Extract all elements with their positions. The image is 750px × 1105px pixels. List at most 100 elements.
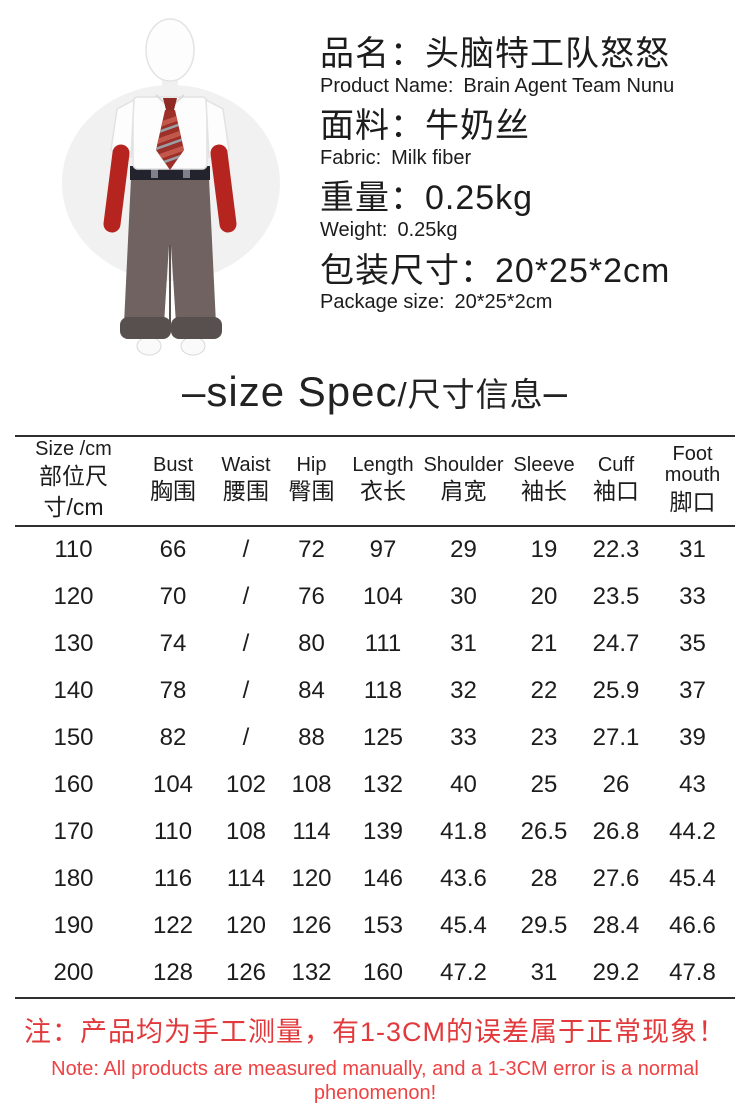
table-cell: 29 (450, 536, 477, 564)
table-cell: 25 (530, 771, 558, 799)
field-en-line: Fabric: Milk fiber (320, 147, 742, 169)
field-en-line: Package size: 20*25*2cm (320, 291, 742, 313)
tie-knot (163, 98, 177, 110)
table-cell: 146 (362, 865, 404, 893)
table-cell: 40 (450, 771, 477, 799)
table-cell: 19 (530, 536, 558, 564)
table-cell: 22 (530, 677, 558, 705)
table-cell: 31 (450, 630, 477, 658)
product-summary: 品名：头脑特工队怒怒 Product Name: Brain Agent Team… (0, 0, 750, 360)
col-header-size: Size /cm 部位尺寸/cm (35, 438, 112, 520)
table-cell: 140 (53, 677, 94, 705)
field-zh-value: 头脑特工队怒怒 (425, 35, 670, 73)
table-cell: 97 (369, 536, 397, 564)
table-cell: 35 (679, 630, 706, 658)
field-zh-label: 面料： (320, 107, 425, 146)
table-cell: 22.3 (592, 536, 640, 564)
col-header-cuff: Cuff 袖口 (593, 453, 639, 505)
heading-zh: 尺寸信息 (407, 376, 544, 413)
col-header-length: Length 衣长 (352, 453, 414, 505)
table-cell: 44.2 (669, 818, 716, 846)
field-zh-line: 面料：牛奶丝 (320, 106, 742, 147)
table-cell: 24.7 (592, 630, 640, 658)
table-row: 200 128 126 132 160 47.2 31 29.2 47.8 (15, 950, 735, 998)
table-cell: 126 (225, 959, 267, 987)
table-cell: 27.6 (592, 865, 640, 893)
product-photo (0, 0, 322, 360)
field-en-value: Milk fiber (391, 146, 472, 169)
table-cell: 37 (679, 677, 706, 705)
size-spec-heading: –size Spec/尺寸信息– (0, 364, 750, 423)
field-package-size: 包装尺寸：20*25*2cm Package size: 20*25*2cm (320, 251, 742, 314)
table-cell: 116 (153, 865, 193, 893)
col-header-sleeve: Sleeve 袖长 (513, 453, 575, 505)
table-row: 180 116 114 120 146 43.6 28 27.6 45.4 (15, 856, 735, 903)
table-cell: 120 (291, 865, 332, 893)
table-row: 120 70 / 76 104 30 20 23.5 33 (15, 574, 735, 621)
table-cell: 104 (152, 771, 194, 799)
table-cell: / (242, 630, 250, 658)
table-cell: 45.4 (669, 865, 716, 893)
field-zh-label: 包装尺寸： (320, 251, 495, 290)
table-cell: 128 (152, 959, 194, 987)
mannequin-neck (162, 76, 178, 98)
table-cell: 132 (362, 771, 404, 799)
col-header-foot-mouth: Foot mouth 脚口 (664, 442, 721, 515)
table-cell: 33 (679, 583, 706, 611)
field-zh-value: 牛奶丝 (425, 107, 530, 146)
table-cell: 160 (53, 771, 94, 799)
col-header-bust: Bust 胸围 (150, 453, 196, 505)
heading-slash: / (397, 376, 408, 413)
field-zh-value: 0.25kg (425, 179, 534, 218)
pants-cuff-right (171, 317, 222, 339)
field-zh-label: 品名： (320, 35, 425, 73)
table-cell: 114 (226, 865, 266, 893)
table-cell: 47.2 (440, 959, 487, 987)
pants-cuff-left (120, 317, 171, 339)
table-cell: 26.8 (592, 818, 640, 846)
table-cell: 21 (530, 630, 558, 658)
table-cell: / (242, 677, 250, 705)
table-row: 170 110 108 114 139 41.8 26.5 26.8 44.2 (15, 809, 735, 856)
table-cell: 118 (363, 677, 403, 705)
product-fields: 品名：头脑特工队怒怒 Product Name: Brain Agent Team… (320, 34, 742, 323)
costume-pants (124, 178, 216, 324)
field-en-label: Package size: (320, 291, 445, 314)
field-zh-line: 包装尺寸：20*25*2cm (320, 251, 742, 292)
col-header-waist: Waist 腰围 (221, 453, 271, 505)
size-table: Size /cm 部位尺寸/cm Bust 胸围 Waist 腰围 Hip 臀围 Len… (15, 435, 735, 999)
table-cell: 78 (159, 677, 187, 705)
table-cell: 33 (450, 724, 477, 752)
field-en-value: 0.25kg (397, 219, 458, 242)
table-cell: 132 (291, 959, 332, 987)
shirt-sleeve-right (205, 98, 230, 159)
table-cell: 32 (450, 677, 477, 705)
table-cell: 139 (362, 818, 404, 846)
table-cell: 88 (298, 724, 325, 752)
field-zh-line: 重量：0.25kg (320, 178, 742, 219)
table-cell: 26.5 (520, 818, 568, 846)
table-row: 110 66 / 72 97 29 19 22.3 31 (15, 526, 735, 574)
table-cell: 104 (362, 583, 404, 611)
col-header-hip: Hip 臀围 (288, 453, 335, 505)
table-cell: 114 (292, 818, 331, 846)
table-cell: / (242, 724, 250, 752)
field-en-line: Product Name: Brain Agent Team Nunu (320, 75, 742, 97)
table-cell: 28.4 (592, 912, 640, 940)
glove-right (210, 144, 237, 233)
table-cell: 76 (298, 583, 325, 611)
table-cell: 27.1 (592, 724, 640, 752)
field-en-value: 20*25*2cm (454, 291, 553, 314)
table-cell: 47.8 (669, 959, 716, 987)
mannequin-foot-right (180, 336, 206, 356)
table-cell: 80 (298, 630, 325, 658)
table-row: 160 104 102 108 132 40 25 26 43 (15, 762, 735, 809)
col-header-shoulder: Shoulder 肩宽 (423, 453, 504, 505)
table-cell: 130 (53, 630, 94, 658)
field-fabric: 面料：牛奶丝 Fabric: Milk fiber (320, 106, 742, 169)
table-cell: 110 (153, 818, 193, 846)
table-cell: 108 (291, 771, 332, 799)
table-cell: / (242, 536, 250, 564)
table-cell: 110 (54, 536, 93, 564)
table-cell: 43.6 (440, 865, 487, 893)
